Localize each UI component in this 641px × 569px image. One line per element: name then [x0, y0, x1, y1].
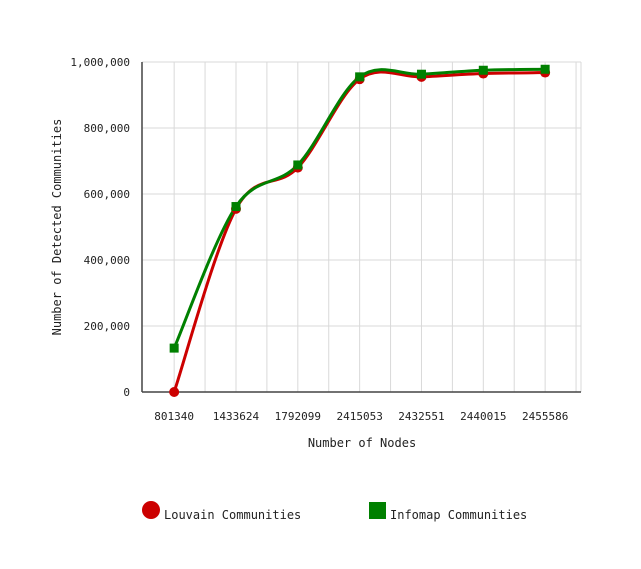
data-point-infomap[interactable]: [355, 72, 365, 82]
y-tick-label: 400,000: [84, 254, 130, 267]
y-tick-label: 1,000,000: [70, 56, 130, 69]
x-tick-label: 2432551: [398, 410, 444, 423]
y-tick-label: 200,000: [84, 320, 130, 333]
x-tick-label: 2440015: [460, 410, 506, 423]
y-tick-label: 600,000: [84, 188, 130, 201]
data-point-infomap[interactable]: [231, 202, 241, 212]
data-point-infomap[interactable]: [540, 64, 550, 74]
y-tick-label: 0: [123, 386, 130, 399]
series-lines: [172, 67, 547, 394]
legend-label-louvain: Louvain Communities: [164, 508, 302, 522]
x-axis-label: Number of Nodes: [308, 436, 416, 450]
x-tick-labels: 801340 1433624 1792099 2415053 2432551 244001…: [154, 410, 568, 423]
grid-lines: [142, 61, 582, 393]
series-line-infomap: [172, 67, 547, 350]
x-tick-label: 2455586: [522, 410, 568, 423]
legend-item-infomap[interactable]: Infomap Communities: [369, 498, 527, 522]
data-point-infomap[interactable]: [169, 343, 179, 353]
red-circle-marker-icon: [142, 501, 160, 519]
x-tick-label: 801340: [154, 410, 194, 423]
x-tick-label: 1792099: [275, 410, 321, 423]
chart-legend: Louvain Communities Infomap Communities: [0, 498, 641, 528]
axes: [141, 62, 581, 393]
legend-label-infomap: Infomap Communities: [390, 508, 528, 522]
green-square-marker-icon: [369, 501, 386, 519]
data-point-infomap[interactable]: [416, 69, 426, 79]
x-tick-label: 1433624: [213, 410, 260, 423]
y-tick-labels: 0 200,000 400,000 600,000 800,000 1,000,000: [70, 56, 130, 399]
y-tick-label: 800,000: [84, 122, 130, 135]
data-point-infomap[interactable]: [478, 65, 488, 75]
series-markers: [169, 64, 551, 397]
data-point-infomap[interactable]: [293, 160, 303, 170]
legend-item-louvain[interactable]: Louvain Communities: [142, 498, 301, 522]
x-tick-label: 2415053: [336, 410, 382, 423]
y-axis-label: Number of Detected Communities: [50, 119, 64, 336]
data-point-louvain[interactable]: [169, 387, 180, 397]
